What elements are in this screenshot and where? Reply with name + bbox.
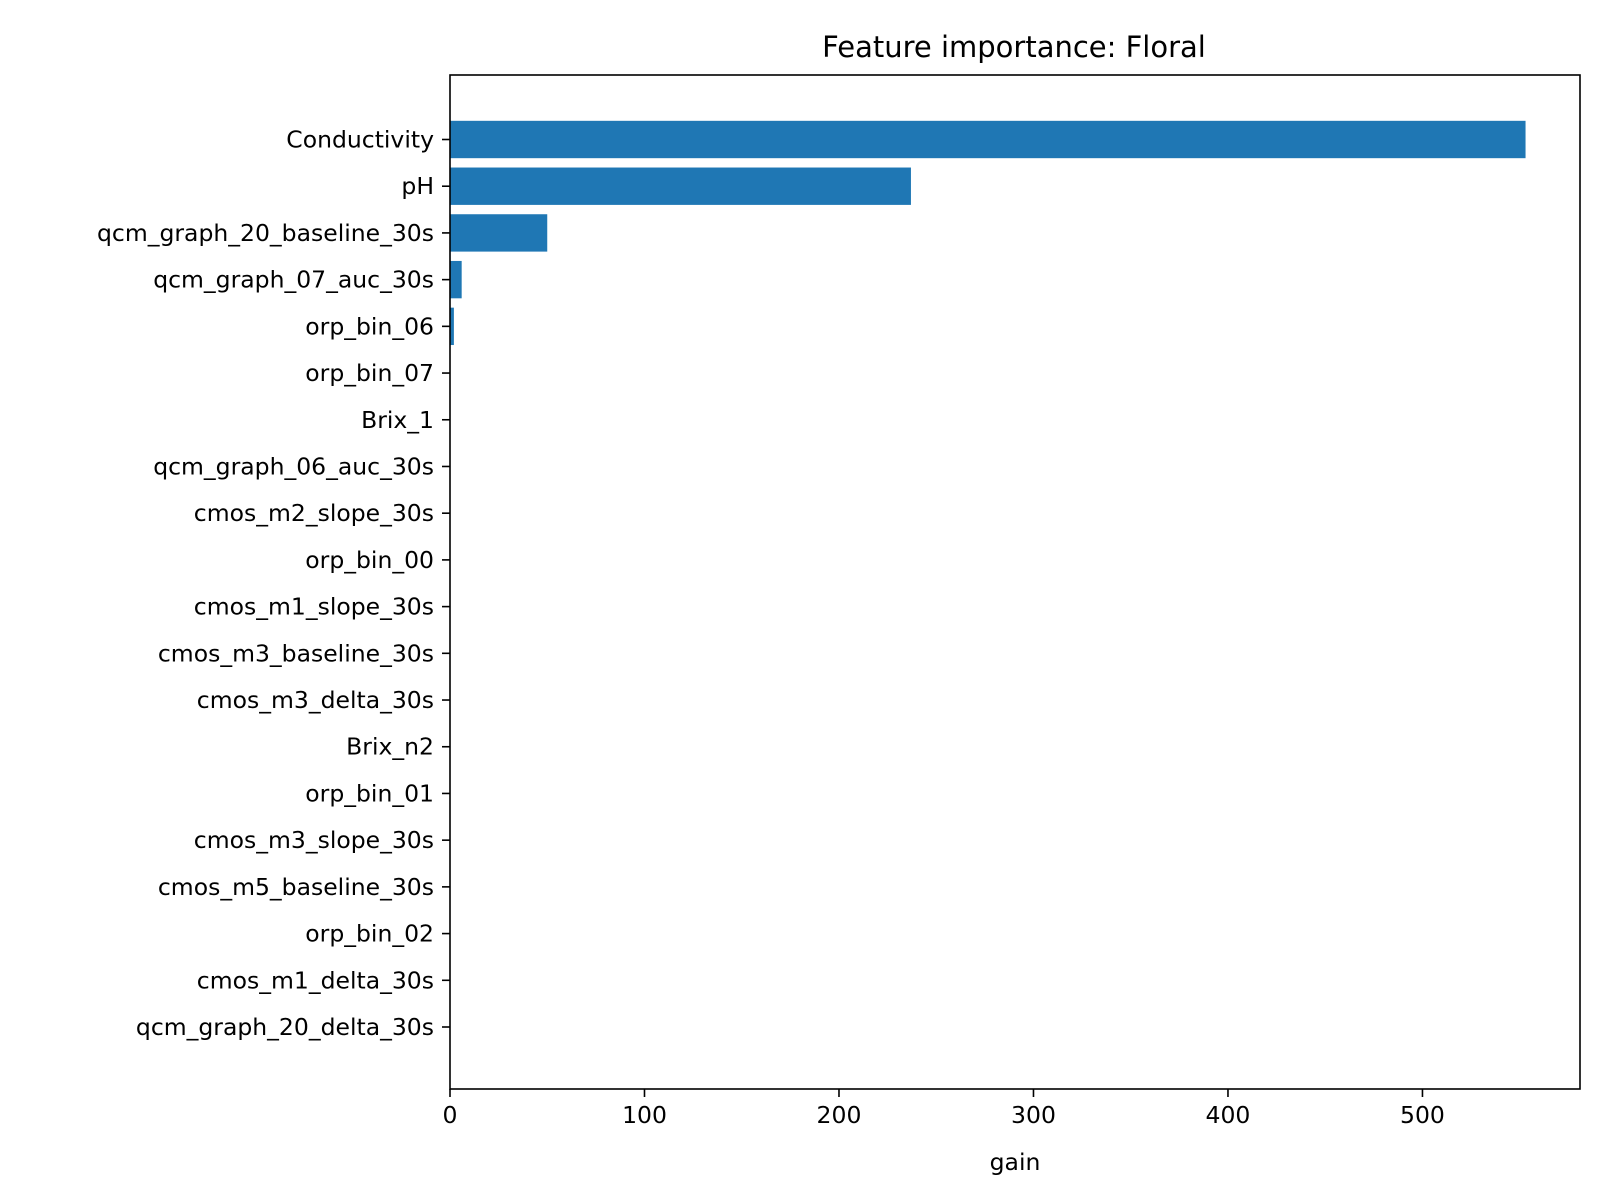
x-tick-label: 0: [443, 1101, 458, 1129]
y-tick-label: Brix_n2: [346, 733, 434, 761]
bar-orp_bin_06: [450, 307, 454, 346]
x-tick-label: 100: [622, 1101, 667, 1129]
plot-frame: [449, 74, 1581, 1090]
x-tick-label: 300: [1011, 1101, 1056, 1129]
y-tick-label: orp_bin_02: [305, 920, 434, 948]
y-tick-label: cmos_m3_baseline_30s: [158, 639, 434, 667]
chart-title: Feature importance: Floral: [822, 30, 1206, 64]
bar-qcm_graph_20_baseline_30s: [450, 214, 548, 252]
y-tick-label: orp_bin_06: [305, 312, 434, 340]
y-tick-label: orp_bin_01: [305, 779, 434, 807]
y-tick-label: cmos_m5_baseline_30s: [158, 873, 434, 901]
x-axis: 0 100 200 300 400 500: [443, 1089, 1445, 1129]
y-tick-label: orp_bin_00: [305, 546, 434, 574]
x-tick-label: 500: [1400, 1101, 1445, 1129]
y-tick-label: pH: [401, 172, 434, 200]
y-tick-label: orp_bin_07: [305, 359, 434, 387]
y-tick-label: qcm_graph_20_baseline_30s: [97, 219, 434, 247]
bar-Conductivity: [450, 120, 1526, 159]
y-tick-label: cmos_m2_slope_30s: [194, 499, 434, 527]
bar-qcm_graph_07_auc_30s: [450, 260, 462, 299]
y-tick-label: cmos_m1_delta_30s: [197, 966, 434, 994]
x-tick-label: 400: [1206, 1101, 1251, 1129]
bars-group: [450, 120, 1526, 346]
y-tick-label: Conductivity: [286, 126, 434, 154]
x-tick-label: 200: [817, 1101, 862, 1129]
y-tick-label: qcm_graph_20_delta_30s: [136, 1013, 434, 1041]
bar-pH: [450, 167, 911, 205]
y-tick-label: qcm_graph_06_auc_30s: [153, 452, 434, 480]
y-axis: Conductivity pH qcm_graph_20_baseline_30sq…: [97, 126, 450, 1041]
y-tick-label: qcm_graph_07_auc_30s: [153, 266, 434, 294]
y-tick-label: cmos_m3_slope_30s: [194, 826, 434, 854]
y-tick-label: cmos_m3_delta_30s: [197, 686, 434, 714]
y-tick-label: cmos_m1_slope_30s: [194, 593, 434, 621]
x-axis-label: gain: [990, 1148, 1041, 1176]
y-tick-label: Brix_1: [361, 406, 434, 434]
